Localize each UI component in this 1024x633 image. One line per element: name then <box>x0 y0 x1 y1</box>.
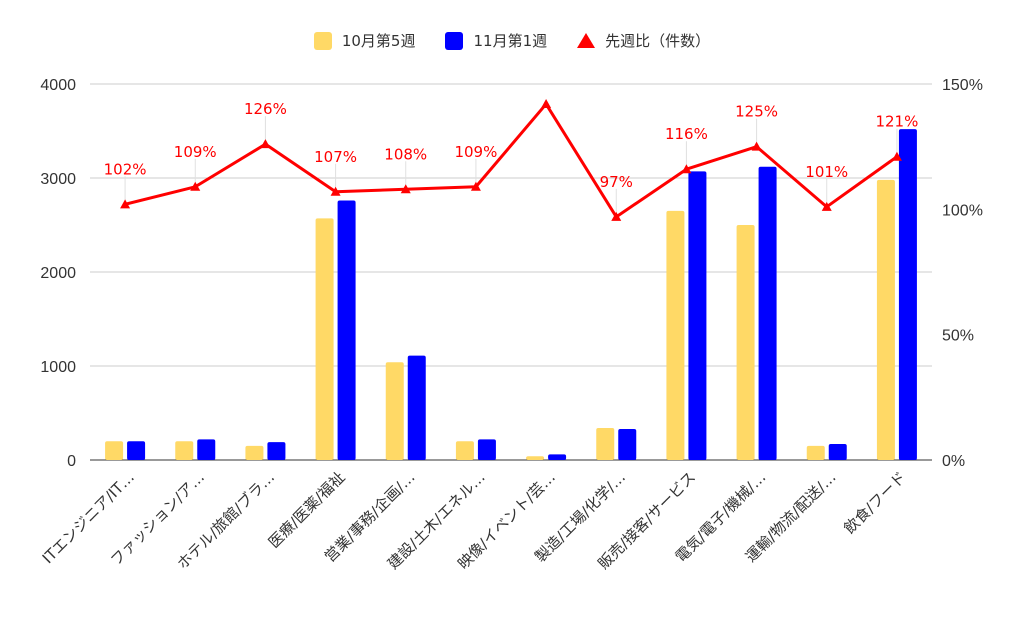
bar-series-2 <box>899 129 917 460</box>
line-data-label: 109% <box>454 143 497 161</box>
bar-series-1 <box>526 456 544 460</box>
line-point-marker <box>260 139 270 148</box>
line-point-marker <box>541 99 551 108</box>
y-right-tick-label: 0% <box>942 453 965 470</box>
line-data-label: 125% <box>735 103 778 121</box>
line-data-label: 97% <box>600 173 633 191</box>
bar-series-1 <box>105 441 123 460</box>
line-data-label: 116% <box>665 125 708 143</box>
bar-series-1 <box>737 225 755 460</box>
bar-series-2 <box>127 441 145 460</box>
bar-series-2 <box>338 201 356 460</box>
bar-series-2 <box>548 454 566 460</box>
bar-series-2 <box>478 439 496 460</box>
y-right-tick-label: 150% <box>942 77 983 94</box>
y-left-tick-label: 1000 <box>40 359 76 376</box>
line-series <box>125 104 897 217</box>
bar-series-2 <box>829 444 847 460</box>
line-data-label: 121% <box>875 113 918 131</box>
y-left-tick-label: 4000 <box>40 77 76 94</box>
line-point-marker <box>752 142 762 151</box>
y-right-tick-label: 50% <box>942 328 974 345</box>
line-data-label: 126% <box>244 100 287 118</box>
bar-series-1 <box>386 362 404 460</box>
y-left-tick-label: 2000 <box>40 265 76 282</box>
line-data-label: 102% <box>104 160 147 178</box>
bar-series-1 <box>316 218 334 460</box>
bar-series-2 <box>688 171 706 460</box>
bar-series-1 <box>596 428 614 460</box>
line-data-label: 108% <box>384 145 427 163</box>
bar-series-1 <box>245 446 263 460</box>
y-left-tick-label: 3000 <box>40 171 76 188</box>
line-data-label: 109% <box>174 143 217 161</box>
bar-series-1 <box>807 446 825 460</box>
bar-series-2 <box>197 439 215 460</box>
y-left-tick-label: 0 <box>67 453 76 470</box>
bar-series-2 <box>408 356 426 460</box>
bar-series-2 <box>618 429 636 460</box>
bar-series-1 <box>877 180 895 460</box>
x-category-label: 飲食/フード <box>840 468 909 537</box>
bar-series-1 <box>175 441 193 460</box>
bar-series-2 <box>759 167 777 460</box>
bar-series-2 <box>267 442 285 460</box>
bar-series-1 <box>456 441 474 460</box>
bar-series-1 <box>666 211 684 460</box>
y-right-tick-label: 100% <box>942 202 983 219</box>
line-data-label: 107% <box>314 148 357 166</box>
line-data-label: 101% <box>805 163 848 181</box>
